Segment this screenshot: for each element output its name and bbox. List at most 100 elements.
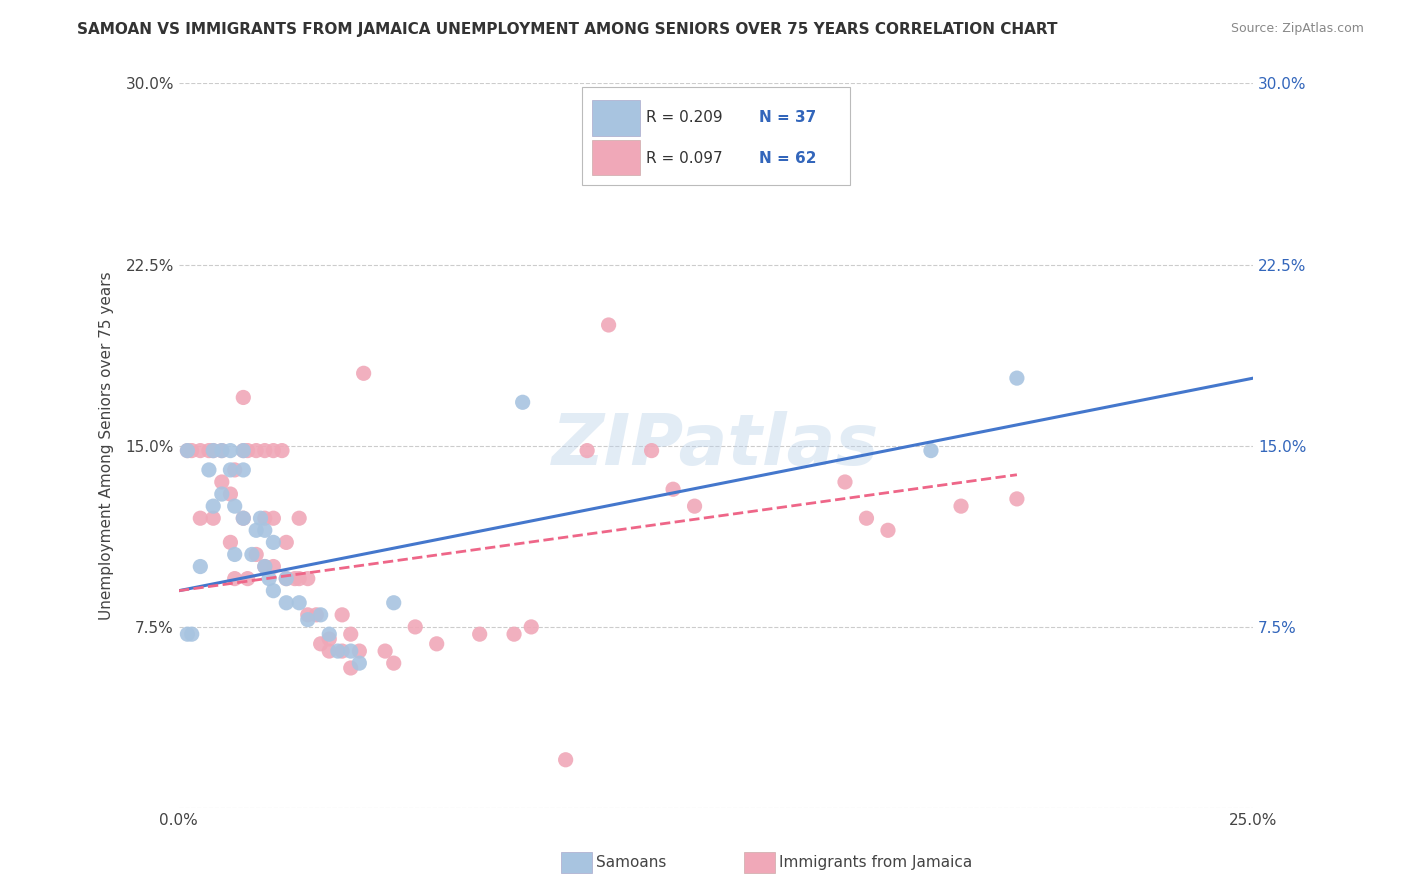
Point <box>662 482 685 496</box>
Point <box>305 607 328 622</box>
Point <box>188 511 211 525</box>
Point <box>198 463 221 477</box>
Text: R = 0.097: R = 0.097 <box>647 151 723 166</box>
Text: ZIPatlas: ZIPatlas <box>553 411 880 480</box>
Point <box>309 637 332 651</box>
Point <box>276 572 298 586</box>
Point <box>188 443 211 458</box>
Point <box>253 559 276 574</box>
Point <box>262 535 284 549</box>
Point <box>1005 491 1028 506</box>
Text: N = 37: N = 37 <box>759 110 817 125</box>
Point <box>834 475 856 489</box>
Point <box>297 613 319 627</box>
FancyBboxPatch shape <box>592 100 640 136</box>
FancyBboxPatch shape <box>582 87 851 185</box>
Point <box>374 644 396 658</box>
Point <box>276 535 298 549</box>
Point <box>297 572 319 586</box>
Point <box>219 463 242 477</box>
Point <box>188 559 211 574</box>
Point <box>236 443 259 458</box>
Text: R = 0.209: R = 0.209 <box>647 110 723 125</box>
Point <box>339 627 361 641</box>
Point <box>262 511 284 525</box>
Point <box>249 511 271 525</box>
Text: Source: ZipAtlas.com: Source: ZipAtlas.com <box>1230 22 1364 36</box>
Point <box>326 644 349 658</box>
Point <box>232 443 254 458</box>
Point <box>253 443 276 458</box>
Point <box>576 443 599 458</box>
Point <box>318 627 340 641</box>
Point <box>180 627 202 641</box>
Text: Samoans: Samoans <box>596 855 666 870</box>
Point <box>426 637 449 651</box>
Point <box>219 535 242 549</box>
Point <box>318 644 340 658</box>
Point <box>219 443 242 458</box>
Point <box>339 644 361 658</box>
Point <box>245 548 267 562</box>
Point <box>382 596 405 610</box>
Point <box>211 443 233 458</box>
Point <box>297 607 319 622</box>
Point <box>253 511 276 525</box>
Point <box>284 572 307 586</box>
Point <box>271 443 294 458</box>
Text: Immigrants from Jamaica: Immigrants from Jamaica <box>779 855 972 870</box>
Point <box>257 572 280 586</box>
Point <box>276 596 298 610</box>
Point <box>202 443 225 458</box>
Point <box>245 443 267 458</box>
Point <box>309 607 332 622</box>
Point <box>224 548 246 562</box>
Point <box>224 499 246 513</box>
Point <box>202 511 225 525</box>
Point <box>232 511 254 525</box>
Point <box>262 583 284 598</box>
Point <box>198 443 221 458</box>
Point <box>276 572 298 586</box>
Point <box>318 632 340 646</box>
Point <box>349 644 371 658</box>
Point <box>353 366 375 380</box>
Point <box>512 395 534 409</box>
Point <box>232 463 254 477</box>
Point <box>404 620 426 634</box>
Point <box>253 559 276 574</box>
Point <box>176 443 198 458</box>
Point <box>598 318 620 332</box>
FancyBboxPatch shape <box>592 140 640 176</box>
Point <box>288 572 311 586</box>
Point <box>253 524 276 538</box>
Point <box>232 511 254 525</box>
Point <box>202 499 225 513</box>
Point <box>330 607 353 622</box>
Point <box>211 443 233 458</box>
Point <box>349 656 371 670</box>
Point <box>176 627 198 641</box>
Point <box>468 627 491 641</box>
Point <box>877 524 900 538</box>
Y-axis label: Unemployment Among Seniors over 75 years: Unemployment Among Seniors over 75 years <box>100 271 114 620</box>
Point <box>1005 371 1028 385</box>
Point <box>262 559 284 574</box>
Point <box>288 511 311 525</box>
Point <box>180 443 202 458</box>
Point <box>232 443 254 458</box>
Point <box>950 499 973 513</box>
Point <box>224 572 246 586</box>
Point <box>640 443 662 458</box>
Point <box>236 572 259 586</box>
Point <box>219 487 242 501</box>
Text: SAMOAN VS IMMIGRANTS FROM JAMAICA UNEMPLOYMENT AMONG SENIORS OVER 75 YEARS CORRE: SAMOAN VS IMMIGRANTS FROM JAMAICA UNEMPL… <box>77 22 1057 37</box>
Point <box>202 443 225 458</box>
Point <box>288 596 311 610</box>
Point <box>339 661 361 675</box>
Point <box>262 443 284 458</box>
Point <box>503 627 526 641</box>
Point <box>211 475 233 489</box>
Point <box>245 524 267 538</box>
Point <box>920 443 942 458</box>
